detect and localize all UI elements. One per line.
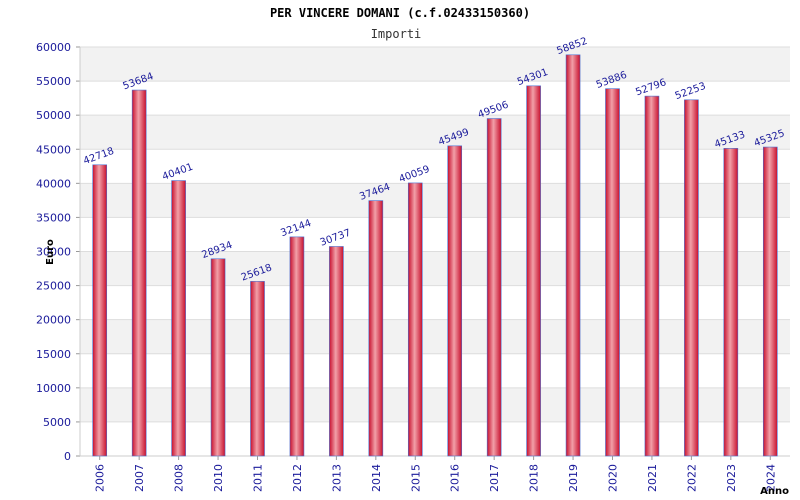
y-axis-label: Euro <box>45 239 56 265</box>
y-axis-ticks: 0 5000 10000 15000 20000 25000 30000 35000 40000… <box>36 41 80 463</box>
x-tick-label: 2011 <box>252 464 265 492</box>
bar <box>723 148 739 457</box>
bar <box>684 99 699 457</box>
y-tick-label: 15000 <box>36 348 71 361</box>
bar <box>329 246 344 457</box>
bar <box>644 95 660 457</box>
bar <box>131 89 147 457</box>
bar <box>486 118 502 457</box>
grid-bands <box>80 46 790 457</box>
bar <box>210 258 226 457</box>
grid-band <box>80 319 790 354</box>
bar <box>289 236 305 457</box>
bar <box>447 145 463 457</box>
x-tick-label: 2022 <box>685 464 698 492</box>
x-tick-label: 2016 <box>449 464 462 492</box>
x-tick-label: 2010 <box>212 464 225 492</box>
y-tick-label: 30000 <box>36 246 71 259</box>
x-tick-label: 2018 <box>528 464 541 492</box>
bar <box>407 182 423 457</box>
bar <box>171 180 186 457</box>
grid-band <box>80 149 790 184</box>
x-tick-label: 2017 <box>488 464 501 492</box>
bar <box>526 85 541 457</box>
chart-subtitle: Importi <box>371 27 422 41</box>
y-tick-label: 20000 <box>36 314 71 327</box>
x-tick-label: 2019 <box>567 464 580 492</box>
x-tick-label: 2013 <box>330 464 343 492</box>
x-tick-label: 2015 <box>409 464 422 492</box>
y-tick-label: 55000 <box>36 75 71 88</box>
y-tick-label: 35000 <box>36 211 71 224</box>
bar <box>565 54 581 457</box>
y-tick-label: 5000 <box>43 416 71 429</box>
bar <box>368 200 384 457</box>
x-tick-label: 2023 <box>725 464 738 492</box>
y-tick-label: 40000 <box>36 177 71 190</box>
grid-band <box>80 47 790 82</box>
x-tick-label: 2024 <box>764 464 777 492</box>
x-axis-ticks: 2006 2007 2008 2010 2011 2012 2013 2014 2015 2016… <box>94 456 777 492</box>
grid-band <box>80 115 790 150</box>
x-tick-label: 2020 <box>607 464 620 492</box>
x-tick-label: 2021 <box>646 464 659 492</box>
bar <box>605 88 620 457</box>
y-tick-label: 10000 <box>36 382 71 395</box>
x-axis-label: Anno <box>760 486 789 497</box>
x-tick-label: 2007 <box>133 464 146 492</box>
y-tick-label: 60000 <box>36 41 71 54</box>
grid-band <box>80 251 790 286</box>
grid-band <box>80 217 790 252</box>
y-tick-label: 0 <box>64 450 71 463</box>
x-tick-label: 2012 <box>291 464 304 492</box>
grid-band <box>80 183 790 218</box>
x-tick-label: 2008 <box>173 464 186 492</box>
grid-band <box>80 421 790 456</box>
grid-band <box>80 285 790 320</box>
y-tick-label: 45000 <box>36 143 71 156</box>
x-tick-label: 2014 <box>370 464 383 492</box>
y-tick-label: 50000 <box>36 109 71 122</box>
grid-band <box>80 387 790 422</box>
grid-band <box>80 81 790 116</box>
chart-title: PER VINCERE DOMANI (c.f.02433150360) <box>270 6 530 20</box>
y-tick-label: 25000 <box>36 280 71 293</box>
x-tick-label: 2006 <box>94 464 107 492</box>
bar <box>92 164 108 457</box>
grid-band <box>80 353 790 388</box>
bar <box>762 146 778 457</box>
bar <box>250 281 265 457</box>
